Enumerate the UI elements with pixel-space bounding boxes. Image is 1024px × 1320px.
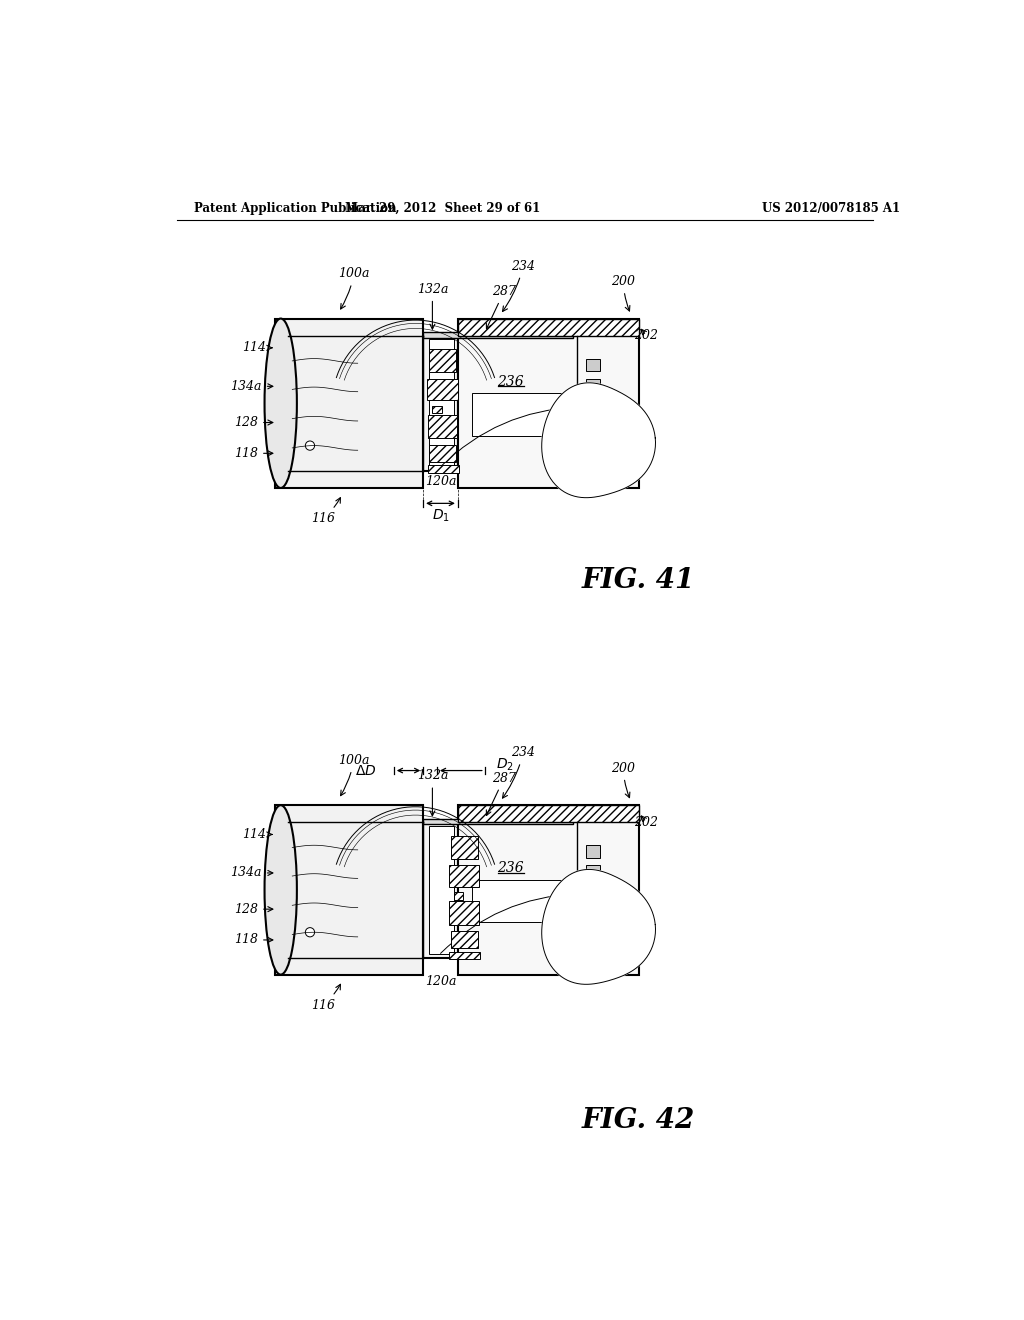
Bar <box>449 866 479 887</box>
Bar <box>458 318 639 488</box>
Text: 234: 234 <box>503 746 536 799</box>
Text: 134a: 134a <box>230 380 272 393</box>
Text: 234: 234 <box>503 260 536 312</box>
Text: 132a: 132a <box>417 770 449 816</box>
Text: 128: 128 <box>234 903 272 916</box>
Bar <box>423 333 573 338</box>
Text: 236: 236 <box>497 862 523 875</box>
Text: 114: 114 <box>242 828 272 841</box>
Bar <box>587 397 600 401</box>
Text: 120a: 120a <box>425 975 457 989</box>
Text: 100a: 100a <box>338 754 370 796</box>
Text: 287: 287 <box>486 772 516 816</box>
Ellipse shape <box>264 318 297 488</box>
Bar <box>587 379 600 387</box>
Bar <box>429 339 454 467</box>
Bar <box>458 805 639 974</box>
Bar <box>423 335 458 471</box>
Text: 118: 118 <box>234 446 272 459</box>
Text: 287: 287 <box>486 285 516 329</box>
Bar <box>429 826 454 954</box>
Bar <box>451 836 478 859</box>
Bar <box>587 359 600 371</box>
Bar <box>429 445 457 462</box>
Circle shape <box>305 928 314 937</box>
Text: Mar. 29, 2012  Sheet 29 of 61: Mar. 29, 2012 Sheet 29 of 61 <box>345 202 540 215</box>
Text: 128: 128 <box>234 416 272 429</box>
Text: 236: 236 <box>497 375 523 388</box>
Bar <box>587 866 600 873</box>
Text: US 2012/0078185 A1: US 2012/0078185 A1 <box>762 202 900 215</box>
FancyBboxPatch shape <box>274 805 423 974</box>
Polygon shape <box>542 870 655 985</box>
Text: FIG. 42: FIG. 42 <box>582 1107 695 1134</box>
Text: 118: 118 <box>234 933 272 946</box>
Text: 116: 116 <box>311 498 340 525</box>
Text: 132a: 132a <box>417 282 449 329</box>
Text: 100a: 100a <box>338 268 370 309</box>
Bar <box>451 932 478 949</box>
Bar <box>428 465 459 473</box>
Text: 202: 202 <box>635 816 658 829</box>
Bar <box>428 414 457 438</box>
Text: FIG. 41: FIG. 41 <box>582 566 695 594</box>
Bar <box>450 902 478 924</box>
Bar <box>454 892 463 900</box>
Bar <box>450 952 480 960</box>
Ellipse shape <box>264 805 297 974</box>
Bar <box>432 405 441 413</box>
Bar <box>429 350 457 372</box>
Bar <box>427 379 458 400</box>
Text: 116: 116 <box>311 985 340 1012</box>
Text: $D_2$: $D_2$ <box>496 756 513 772</box>
Polygon shape <box>542 383 655 498</box>
Bar <box>587 845 600 858</box>
Bar <box>458 805 639 822</box>
Bar <box>423 822 458 958</box>
Bar <box>587 884 600 888</box>
Bar <box>458 318 639 335</box>
Bar <box>423 818 573 825</box>
Text: 134a: 134a <box>230 866 272 879</box>
Text: 114: 114 <box>242 342 272 354</box>
Text: 120a: 120a <box>425 475 457 488</box>
Bar <box>472 393 564 436</box>
FancyBboxPatch shape <box>274 318 423 488</box>
Text: 200: 200 <box>611 762 635 797</box>
Text: $\Delta D$: $\Delta D$ <box>355 763 377 777</box>
Text: 124a: 124a <box>590 931 622 966</box>
Circle shape <box>305 441 314 450</box>
Text: Patent Application Publication: Patent Application Publication <box>194 202 396 215</box>
Bar <box>472 880 564 923</box>
Text: 124a: 124a <box>590 445 622 479</box>
Text: 202: 202 <box>635 329 658 342</box>
Text: 200: 200 <box>611 275 635 312</box>
Text: $D_1$: $D_1$ <box>431 507 450 524</box>
